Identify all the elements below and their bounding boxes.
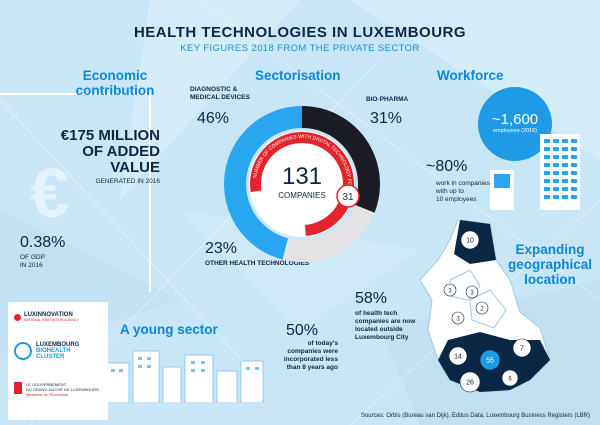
donut-segment-other [282,204,375,262]
total-companies-label: COMPANIES [278,191,325,200]
diag-label-line1: DIAGNOSTIC & [190,86,238,93]
logos-panel: LUXINNOVATION NATIONAL INNOVATION AGENCY… [8,302,108,420]
map-marker-label: 55 [486,358,494,365]
cluster-text-line3: CLUSTER [36,354,65,360]
luxinnovation-mark-icon [14,313,21,321]
small-companies-percent: ~80% [426,158,468,175]
map-marker-label: 26 [466,380,474,387]
young-note: of today's companies were incorporated l… [268,340,338,372]
geo-heading-line1: Expanding [515,242,585,257]
geo-note-line2: companies are now [355,318,416,325]
sectorisation-heading: Sectorisation [255,68,341,83]
gdp-percent: 0.38% [20,234,66,251]
map-marker-label: 3 [456,317,460,323]
map-marker [512,338,532,358]
gdp-note-line1: OF GDP [20,254,45,261]
map-marker-label: 6 [508,377,512,383]
government-text-line1: LE GOUVERNEMENT [26,382,67,387]
employees-circle: ~1,600 employees (2016) [478,87,552,161]
economic-value: €175 MILLION OF ADDED VALUE GENERATED IN… [30,128,160,186]
map-marker [460,230,480,250]
donut-segment-bio [302,106,380,213]
young-heading: A young sector [120,322,218,337]
young-note-line3: incorporated less [283,356,338,363]
government-logo: LE GOUVERNEMENT DU GRAND-DUCHÉ DE LUXEMB… [14,382,99,397]
employees-note: employees (2016) [492,128,538,134]
euro-icon: € [30,154,69,232]
geo-note-line4: Luxembourg City [355,334,409,341]
map-marker-label: 7 [520,346,524,353]
sector-donut: NUMBER OF COMPANIES WITH DIGITAL TECHNOL… [222,104,380,262]
luxinnovation-logo: LUXINNOVATION NATIONAL INNOVATION AGENCY [14,312,79,322]
map-marker [501,369,519,387]
cluster-text-line2: BIOHEALTH [36,348,71,354]
other-label: OTHER HEALTH TECHNOLOGIES [205,260,310,267]
cluster-text-line1: LUXEMBOURG [36,342,80,348]
bio-percent: 31% [370,110,403,127]
small-note-line3: 10 employees [436,196,477,203]
map-marker [443,283,457,297]
gdp-note: OF GDP IN 2016 [20,254,45,270]
map-marker-label: 10 [466,238,474,245]
small-note-line1: work in companies [436,180,490,187]
donut-center [262,144,342,224]
bio-label: BIO-PHARMA [366,96,409,103]
geo-heading-line2: geographical [508,257,593,272]
economic-value-note: GENERATED IN 2016 [95,178,160,185]
cluster-helix-icon [14,342,32,360]
geo-heading-line3: location [524,272,576,287]
diag-percent: 46% [197,110,230,127]
geo-note: of health tech companies are now located… [355,310,415,342]
young-note-line2: companies were [287,348,338,355]
map-marker [479,349,501,371]
map-marker [451,311,465,325]
small-note-line2: with up to [436,188,464,195]
luxembourg-map: 10 3 3 2 3 14 55 7 26 6 [419,220,551,393]
government-text-line3: Ministère de l'Économie [26,392,69,397]
geo-heading: Expanding geographical location [508,242,592,287]
employees-count: ~1,600 [491,111,539,128]
economic-heading-line2: contribution [75,83,155,98]
economic-value-line1: €175 MILLION [60,127,160,144]
young-percent: 50% [285,322,318,339]
diag-label-line2: MEDICAL DEVICES [190,94,250,101]
young-note-line4: than 8 years ago [286,364,338,371]
digital-count-badge [336,184,360,208]
page-subtitle: KEY FIGURES 2018 FROM THE PRIVATE SECTOR [180,43,420,54]
geo-note-line1: of health tech [355,310,398,317]
map-marker [475,301,489,315]
economic-value-line2: OF ADDED [82,143,160,160]
diag-label: DIAGNOSTIC & MEDICAL DEVICES [190,86,250,102]
map-marker-label: 14 [454,354,462,361]
total-companies: 131 [282,163,322,190]
office-buildings-icon [490,134,580,210]
luxinnovation-text: LUXINNOVATION [24,312,73,318]
donut-segment-diag [224,106,302,260]
source-note: Sources: Orbis (Bureau van Dijk), Editus… [360,413,590,419]
economic-panel-outline [0,93,151,292]
city-skyline-icon [106,350,264,403]
map-marker-label: 3 [448,289,452,295]
economic-value-line3: VALUE [110,159,160,176]
page-title: HEALTH TECHNOLOGIES IN LUXEMBOURG [133,24,467,41]
map-marker-label: 2 [480,307,484,313]
map-marker [448,346,468,366]
digital-count: 31 [342,192,354,203]
other-percent: 23% [205,240,238,257]
luxinnovation-subtext: NATIONAL INNOVATION AGENCY [24,318,79,322]
map-marker [459,371,481,393]
government-lion-icon [14,382,22,394]
young-note-line1: of today's [307,340,338,347]
map-marker [465,285,479,299]
small-companies-note: work in companies with up to 10 employee… [436,180,490,204]
economic-heading-line1: Economic [82,68,148,83]
economic-heading: Economic contribution [65,68,165,98]
government-text-line2: DU GRAND-DUCHÉ DE LUXEMBOURG [26,387,100,392]
map-marker-label: 3 [470,291,474,297]
geo-percent: 58% [355,290,388,307]
geo-note-line3: located outside [355,326,403,333]
bioheath-cluster-logo: LUXEMBOURG BIOHEALTH CLUSTER [14,342,79,360]
gdp-note-line2: IN 2016 [20,262,43,269]
workforce-heading: Workforce [437,68,504,83]
